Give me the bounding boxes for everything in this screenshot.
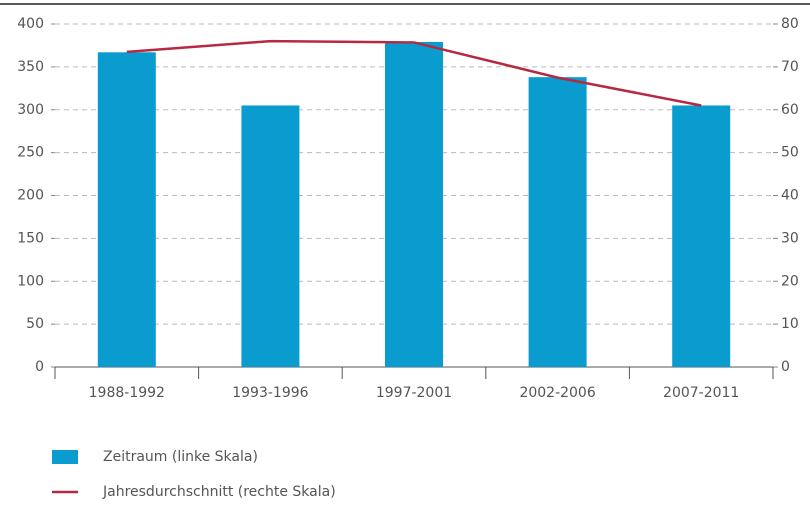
y2-tick-label: 60 <box>781 102 799 118</box>
y2-tick-label: 50 <box>781 145 799 161</box>
y2-tick-label: 80 <box>781 16 799 32</box>
y2-tick-label: 20 <box>781 273 799 289</box>
line <box>126 39 702 107</box>
y-tick-label: 350 <box>17 59 44 75</box>
y2-tick-label: 70 <box>781 59 799 75</box>
legend-label: Zeitraum (linke Skala) <box>103 449 258 465</box>
y2-tick-label: 10 <box>781 316 799 332</box>
bar <box>528 77 587 367</box>
legend-label: Jahresdurchschnitt (rechte Skala) <box>102 484 336 500</box>
y-tick-label: 50 <box>26 316 44 332</box>
x-tick-label: 1988-1992 <box>89 385 165 401</box>
bar <box>241 105 300 368</box>
x-tick-label: 2002-2006 <box>519 385 595 401</box>
x-tick-label: 1997-2001 <box>376 385 452 401</box>
y-tick-label: 100 <box>17 273 44 289</box>
y-tick-label: 400 <box>17 16 44 32</box>
y2-tick-label: 40 <box>781 188 799 204</box>
y-tick-label: 150 <box>17 230 44 246</box>
x-tick-label: 2007-2011 <box>663 385 739 401</box>
y2-tick-label: 0 <box>781 359 790 375</box>
y2-tick-label: 30 <box>781 230 799 246</box>
bar <box>672 105 731 368</box>
y-tick-label: 200 <box>17 188 44 204</box>
legend-swatch <box>52 450 78 464</box>
x-tick-label: 1993-1996 <box>232 385 308 401</box>
y-tick-label: 250 <box>17 145 44 161</box>
bar <box>385 42 443 367</box>
y-tick-label: 0 <box>35 359 44 375</box>
bar <box>97 52 156 368</box>
y-tick-label: 300 <box>17 102 44 118</box>
